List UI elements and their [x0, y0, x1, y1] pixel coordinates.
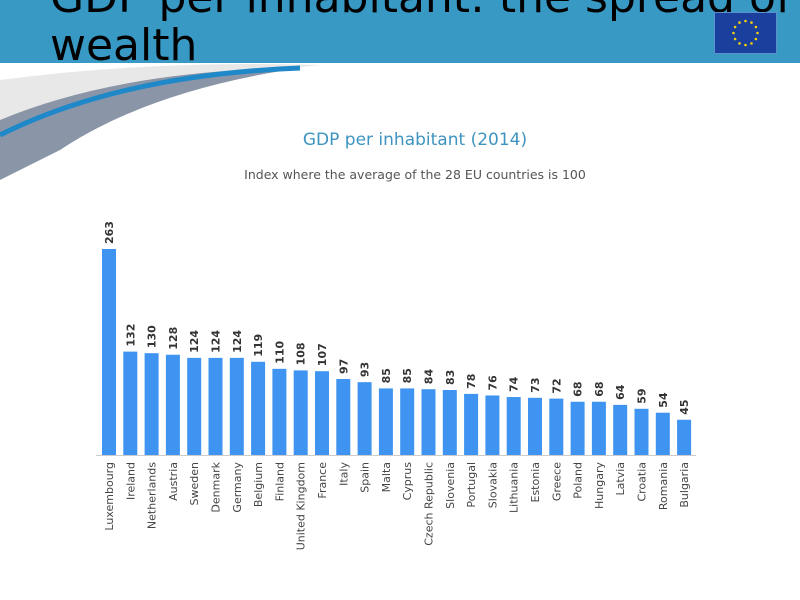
data-label: 132 [124, 324, 137, 347]
data-label: 128 [167, 327, 180, 350]
bar [400, 388, 415, 455]
data-label: 124 [188, 330, 201, 353]
bar [144, 353, 159, 455]
category-label: Slovakia [486, 462, 499, 508]
category-label: Belgium [252, 462, 265, 507]
slide-title: GDP per inhabitant: the spread of wealth [50, 0, 791, 71]
bar [591, 401, 606, 455]
category-label: France [316, 462, 329, 499]
bar [634, 408, 649, 455]
bar [421, 389, 436, 455]
data-label: 85 [380, 368, 393, 383]
category-label: Finland [273, 462, 286, 501]
data-label: 76 [486, 375, 499, 391]
chart-subtitle: Index where the average of the 28 EU cou… [244, 167, 586, 182]
data-label: 84 [423, 369, 436, 385]
data-label: 83 [444, 370, 457, 385]
decorative-swoosh [0, 64, 320, 180]
bar [442, 389, 457, 455]
category-label: Latvia [614, 462, 627, 496]
data-label: 45 [678, 399, 691, 414]
category-label: Cyprus [401, 462, 414, 501]
bar [464, 393, 479, 455]
data-label: 263 [103, 221, 116, 244]
category-label: Estonia [529, 462, 542, 503]
bar [549, 398, 564, 455]
data-label: 130 [146, 325, 159, 348]
bar [378, 388, 393, 455]
category-label: Poland [572, 462, 585, 499]
data-label: 97 [337, 359, 350, 374]
data-label: 107 [316, 343, 329, 366]
category-label: United Kingdom [295, 462, 308, 550]
chart-title: GDP per inhabitant (2014) [302, 130, 528, 150]
bar [123, 351, 138, 455]
category-label: Spain [359, 462, 372, 493]
bar [506, 397, 521, 455]
category-label: Hungary [593, 462, 606, 509]
header-band [0, 0, 800, 63]
eu-stars-icon [732, 19, 759, 47]
category-label: Malta [380, 462, 393, 492]
bar [208, 357, 223, 455]
category-label: Italy [337, 462, 350, 486]
data-label: 93 [359, 362, 372, 377]
data-label: 73 [529, 378, 542, 393]
bar [485, 395, 500, 455]
data-label: 74 [508, 376, 521, 392]
category-label: Ireland [124, 462, 137, 500]
data-label: 119 [252, 334, 265, 357]
bar [528, 397, 542, 455]
category-label: Austria [167, 462, 180, 501]
eu-flag-logo [714, 12, 777, 54]
category-label: Croatia [636, 462, 649, 502]
bar [655, 412, 670, 455]
bar [315, 371, 329, 455]
category-label: Greece [550, 462, 563, 501]
data-label: 54 [657, 392, 670, 408]
bar [677, 419, 692, 455]
bar [570, 401, 585, 455]
bar [251, 361, 266, 455]
data-label: 110 [273, 341, 286, 364]
data-label: 124 [210, 330, 223, 353]
category-label: Germany [231, 462, 244, 513]
data-label: 124 [231, 330, 244, 353]
category-label: Denmark [210, 461, 223, 512]
data-label: 72 [550, 378, 563, 393]
category-label: Bulgaria [678, 462, 691, 508]
bar [165, 354, 180, 455]
category-label: Netherlands [146, 462, 159, 529]
bar [293, 370, 308, 455]
bar [336, 379, 351, 455]
data-label: 108 [295, 342, 308, 365]
category-label: Czech Republic [423, 462, 436, 546]
data-label: 68 [572, 381, 585, 396]
bar [229, 357, 244, 455]
bar [272, 368, 287, 455]
category-label: Sweden [188, 462, 201, 505]
category-label: Lithuania [508, 462, 521, 513]
bar [102, 249, 116, 455]
bar [357, 382, 372, 455]
category-label: Slovenia [444, 462, 457, 509]
data-label: 64 [614, 384, 627, 400]
data-label: 78 [465, 374, 478, 389]
category-label: Portugal [465, 462, 478, 508]
bar [613, 404, 628, 455]
data-label: 68 [593, 381, 606, 396]
bar [187, 357, 202, 455]
category-label: Romania [657, 462, 670, 510]
data-label: 59 [636, 388, 649, 403]
data-label: 85 [401, 368, 414, 383]
category-label: Luxembourg [103, 462, 116, 531]
